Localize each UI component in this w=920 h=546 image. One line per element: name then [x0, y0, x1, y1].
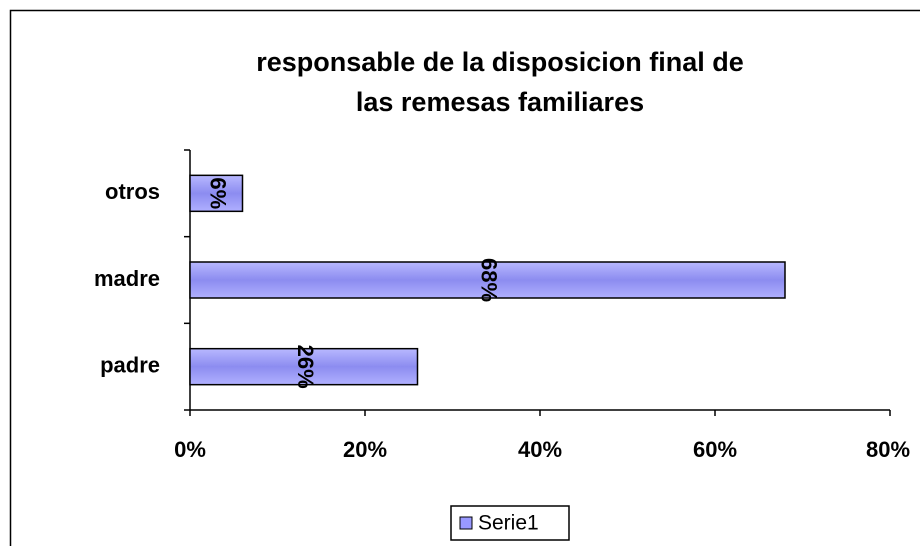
data-label: 68% — [477, 258, 502, 302]
chart-title: responsable de la disposicion final de — [256, 47, 744, 77]
bar — [189, 347, 419, 386]
x-tick-label: 60% — [693, 437, 737, 462]
legend-swatch — [459, 516, 473, 530]
bar — [189, 261, 786, 299]
legend: Serie1 — [450, 505, 570, 541]
y-tick-label: otros — [105, 179, 160, 204]
chart-title: las remesas familiares — [356, 87, 644, 117]
y-tick-label: padre — [100, 352, 160, 377]
chart-frame — [9, 9, 920, 546]
data-label: 26% — [293, 345, 318, 389]
x-tick-label: 80% — [866, 437, 910, 462]
y-tick-label: madre — [94, 266, 160, 291]
x-tick-label: 20% — [343, 437, 387, 462]
data-label: 6% — [205, 177, 230, 209]
legend-label: Serie1 — [478, 512, 539, 535]
bar — [189, 174, 244, 213]
x-tick-label: 0% — [174, 437, 206, 462]
x-tick-label: 40% — [518, 437, 562, 462]
